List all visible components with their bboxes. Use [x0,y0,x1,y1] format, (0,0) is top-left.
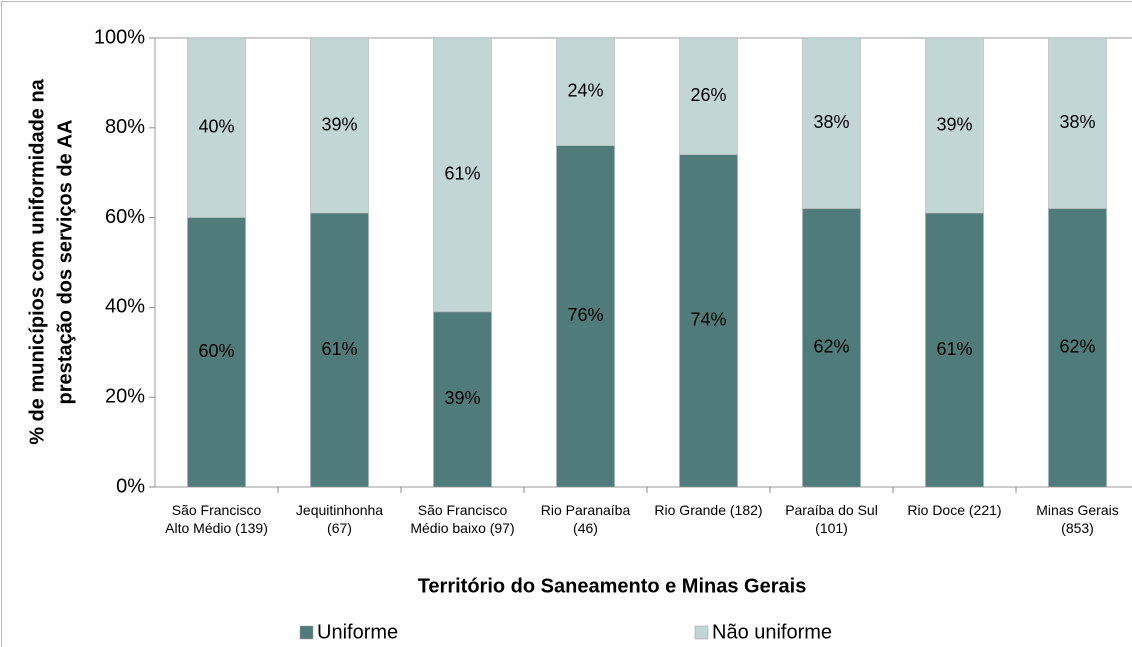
plot-frame [154,37,1132,488]
data-label: 61% [444,164,480,184]
bar-segment [1048,37,1107,209]
y-axis-title: prestação dos serviços de AA [54,120,76,405]
data-label: 39% [321,114,357,134]
y-tick-label: 0% [116,475,145,497]
data-label: 26% [690,85,726,105]
legend-label: Não uniforme [712,621,832,643]
data-label: 24% [567,81,603,101]
data-label: 39% [936,114,972,134]
bar-segment [679,154,738,488]
x-tick-label: São Francisco Médio baixo (97) [410,502,515,536]
x-tick-label: Rio Doce (221) [907,502,1002,518]
y-tick-label: 80% [105,116,145,138]
bar-segment [310,37,369,214]
bar-segment [433,37,492,313]
data-label: 40% [198,117,234,137]
bar-segment [556,145,615,488]
x-tick-label: Paraíba do Sul (101) [785,502,878,536]
data-label: 62% [1059,337,1095,357]
x-tick-label: Minas Gerais (853) [1036,502,1119,536]
data-label: 62% [813,337,849,357]
data-label: 74% [690,310,726,330]
bar-segment [1048,208,1107,488]
x-tick-label: Rio Grande (182) [654,502,763,518]
legend-swatch [694,625,709,640]
bar-segment [187,37,246,218]
bar-segment [679,37,738,155]
x-tick-label: São Francisco Alto Médio (139) [165,502,268,536]
x-tick-label: Rio Paranaíba (46) [540,502,631,536]
data-label: 38% [1059,112,1095,132]
data-label: 61% [936,339,972,359]
x-axis-title: Território do Saneamento e Minas Gerais [418,575,807,597]
bar-segment [925,37,984,214]
x-tick-label: Jequitinhonha (67) [295,502,384,536]
legend-swatch [299,625,314,640]
y-tick-label: 100% [94,26,145,48]
y-tick-label: 40% [105,296,145,318]
legend-label: Uniforme [317,621,398,643]
bar-segment [802,37,861,209]
y-axis-title: % de municípios com uniformidade na [26,78,48,444]
y-tick-label: 20% [105,385,145,407]
bar-segment [925,212,984,488]
data-label: 38% [813,112,849,132]
bar-segment [802,208,861,488]
data-label: 61% [321,339,357,359]
data-label: 76% [567,305,603,325]
bar-segment [556,37,615,147]
data-label: 39% [444,388,480,408]
data-label: 60% [198,341,234,361]
y-tick-label: 60% [105,206,145,228]
bar-segment [310,212,369,488]
bar-segment [187,217,246,488]
